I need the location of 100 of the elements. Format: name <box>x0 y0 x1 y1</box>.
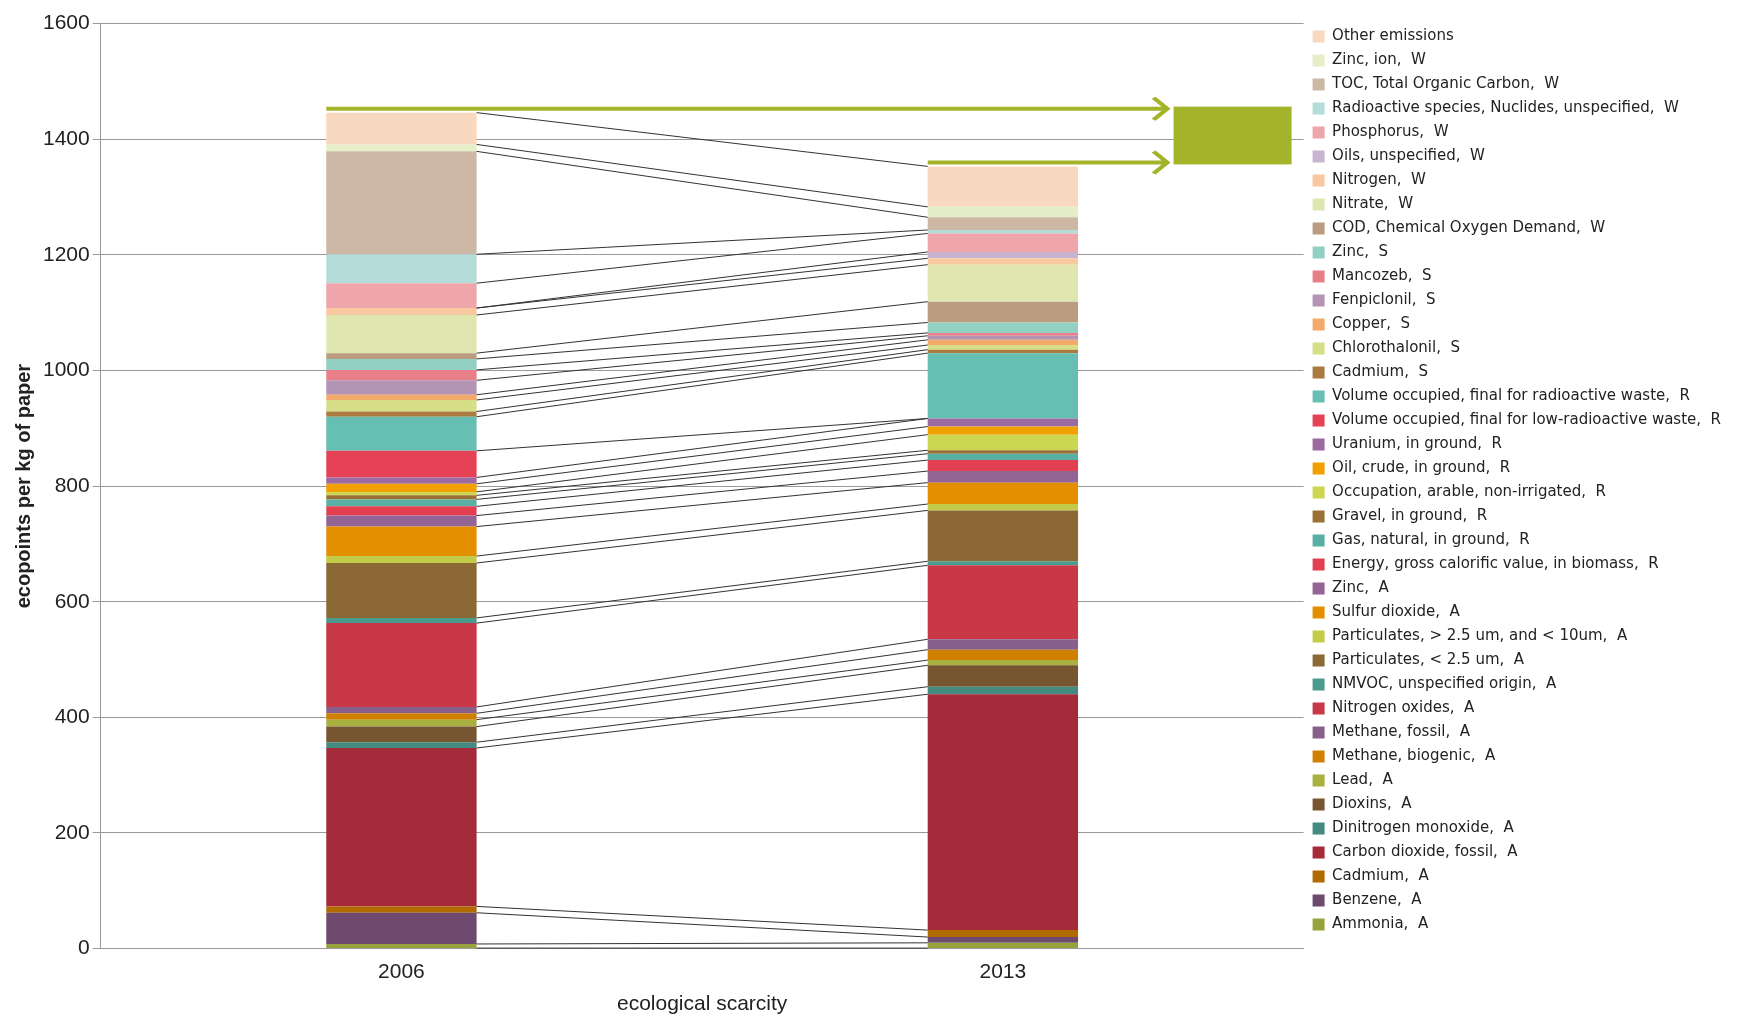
bar <box>927 565 1079 640</box>
bar <box>927 426 1079 435</box>
y-tick-label: 1600 <box>43 10 90 34</box>
bar <box>927 332 1079 336</box>
legend-label: Volume occupied, final for low-radioactive waste, R <box>1332 410 1722 429</box>
legend-label: Carbon dioxide, fossil, A <box>1332 842 1519 861</box>
bar <box>326 399 477 412</box>
bar <box>927 504 1079 511</box>
bar <box>927 694 1079 931</box>
legend-label: Nitrate, W <box>1332 194 1414 213</box>
legend-label: Zinc, A <box>1332 578 1390 597</box>
bar <box>326 380 477 395</box>
bar <box>927 561 1079 566</box>
bar <box>326 416 477 451</box>
bar <box>326 742 477 748</box>
bar <box>927 301 1079 323</box>
legend-label: Dioxins, A <box>1332 794 1413 813</box>
x-tick-label: 2006 <box>378 959 425 982</box>
y-tick-label: 1200 <box>43 241 90 265</box>
y-tick-label: 800 <box>54 472 90 496</box>
bar <box>927 418 1079 427</box>
bar <box>326 943 477 949</box>
bar <box>927 434 1079 451</box>
bar <box>326 308 477 315</box>
legend-label: Nitrogen oxides, A <box>1332 698 1476 717</box>
bar <box>326 314 477 354</box>
bar <box>927 482 1079 505</box>
y-tick-label: 1000 <box>43 357 90 381</box>
legend-label: Mancozeb, S <box>1332 266 1432 285</box>
legend-label: Fenpiclonil, S <box>1332 290 1436 309</box>
bar <box>326 706 477 714</box>
bar <box>927 233 1079 252</box>
bar <box>927 264 1079 302</box>
bar <box>927 686 1079 695</box>
bar <box>326 617 477 624</box>
legend-label: Ammonia, A <box>1332 914 1429 933</box>
legend-label: Volume occupied, final for radioactive waste, R <box>1332 386 1690 405</box>
legend-label: Energy, gross calorific value, in biomass, R <box>1332 554 1659 573</box>
bar <box>927 353 1079 419</box>
y-tick-label: 600 <box>54 588 90 612</box>
bar <box>326 506 477 516</box>
y-tick-label: 400 <box>54 704 90 728</box>
bar <box>326 450 477 478</box>
legend-label: Oil, crude, in ground, R <box>1332 458 1511 477</box>
legend-label: Gas, natural, in ground, R <box>1332 530 1530 549</box>
bar <box>326 495 477 500</box>
bar <box>326 526 477 557</box>
bar <box>927 937 1079 943</box>
bar <box>927 217 1079 230</box>
bar <box>326 747 477 907</box>
bar <box>927 345 1079 350</box>
legend-label: Zinc, S <box>1332 242 1389 261</box>
bar <box>326 515 477 527</box>
bar <box>326 151 477 255</box>
y-tick-label: 1400 <box>43 126 90 150</box>
bar <box>326 623 477 707</box>
bar <box>927 450 1079 454</box>
legend-label: Nitrogen, W <box>1332 170 1426 189</box>
bar <box>927 660 1079 666</box>
bar <box>927 453 1079 461</box>
legend-label: Occupation, arable, non-irrigated, R <box>1332 482 1606 501</box>
legend-label: Particulates, > 2.5 um, and < 10um, A <box>1332 626 1628 645</box>
bar <box>326 713 477 720</box>
bar <box>326 283 477 309</box>
legend-label: Cadmium, A <box>1332 866 1430 885</box>
y-tick-label: 0 <box>78 935 90 959</box>
bar <box>326 394 477 400</box>
legend-label: Cadmium, S <box>1332 362 1429 381</box>
bar <box>326 912 477 944</box>
legend-label: Zinc, ion, W <box>1332 50 1426 69</box>
bar <box>326 369 477 381</box>
bar <box>326 112 477 145</box>
bar <box>326 477 477 484</box>
bar <box>927 510 1079 562</box>
bar <box>927 251 1079 259</box>
bar <box>326 483 477 492</box>
bar <box>326 411 477 417</box>
legend-label: Gravel, in ground, R <box>1332 506 1488 525</box>
bar <box>927 206 1079 218</box>
bar <box>927 460 1079 472</box>
legend-label: Benzene, A <box>1332 890 1423 909</box>
legend-label: Phosphorus, W <box>1332 122 1449 141</box>
bar <box>326 562 477 618</box>
bar <box>927 471 1079 483</box>
legend-label: Methane, biogenic, A <box>1332 746 1496 765</box>
legend-label: Copper, S <box>1332 314 1411 333</box>
bar <box>927 339 1079 346</box>
legend-label: Methane, fossil, A <box>1332 722 1471 741</box>
legend-label: Lead, A <box>1332 770 1394 789</box>
bar <box>927 930 1079 938</box>
legend-label: Uranium, in ground, R <box>1332 434 1503 453</box>
bar <box>927 665 1079 687</box>
bar <box>326 254 477 284</box>
bar <box>927 322 1079 333</box>
bar <box>927 258 1079 265</box>
bar <box>326 556 477 563</box>
legend-label: TOC, Total Organic Carbon, W <box>1331 74 1560 93</box>
x-axis-title: ecological scarcity <box>616 991 788 1015</box>
legend-label: Oils, unspecified, W <box>1332 146 1486 165</box>
bar <box>326 726 477 743</box>
